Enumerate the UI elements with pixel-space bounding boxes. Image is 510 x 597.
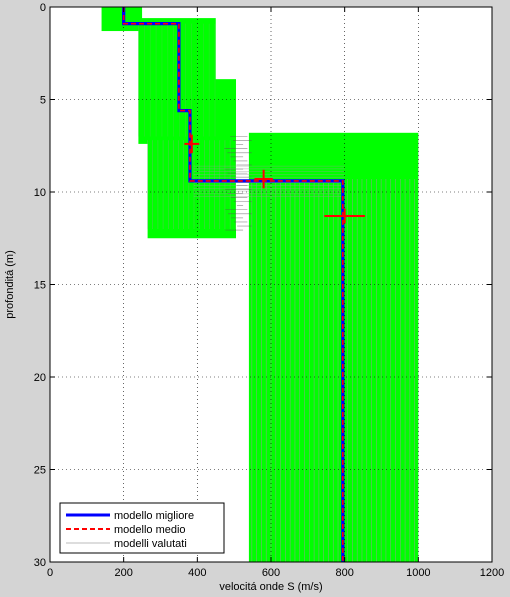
legend-entry-evaluated: modelli valutati xyxy=(114,538,187,550)
search-band-2 xyxy=(147,79,237,239)
y-tick-label: 30 xyxy=(34,557,46,569)
x-tick-label: 200 xyxy=(114,567,132,579)
x-tick-label: 600 xyxy=(262,567,280,579)
mean-model-line xyxy=(122,7,344,562)
search-band-0 xyxy=(101,7,143,32)
search-band-3 xyxy=(248,132,419,563)
x-tick-label: 800 xyxy=(335,567,353,579)
search-bands xyxy=(101,7,419,563)
x-tick-label: 1200 xyxy=(480,567,504,579)
model-lines xyxy=(122,7,345,562)
y-axis-label: profonditá (m) xyxy=(4,250,16,318)
grid-lines xyxy=(50,7,492,562)
legend-entry-mean: modello medio xyxy=(114,524,186,536)
error-markers xyxy=(184,134,365,224)
x-axis-label: velocitá onde S (m/s) xyxy=(219,581,322,593)
legend: modello migliore modello medio modelli v… xyxy=(59,502,225,554)
y-tick-label: 0 xyxy=(40,2,46,14)
legend-box xyxy=(59,502,225,554)
y-tick-label: 15 xyxy=(34,280,46,292)
x-tick-label: 0 xyxy=(47,567,53,579)
y-tick-label: 20 xyxy=(34,372,46,384)
y-tick-label: 10 xyxy=(34,187,46,199)
y-tick-label: 5 xyxy=(40,95,46,107)
x-tick-label: 1000 xyxy=(406,567,430,579)
y-tick-label: 25 xyxy=(34,465,46,477)
x-tick-label: 400 xyxy=(188,567,206,579)
legend-entry-best: modello migliore xyxy=(114,510,194,522)
axis-ticks: 0 200 400 600 800 1000 1200 0 5 10 15 20 25 30 xyxy=(34,2,504,579)
